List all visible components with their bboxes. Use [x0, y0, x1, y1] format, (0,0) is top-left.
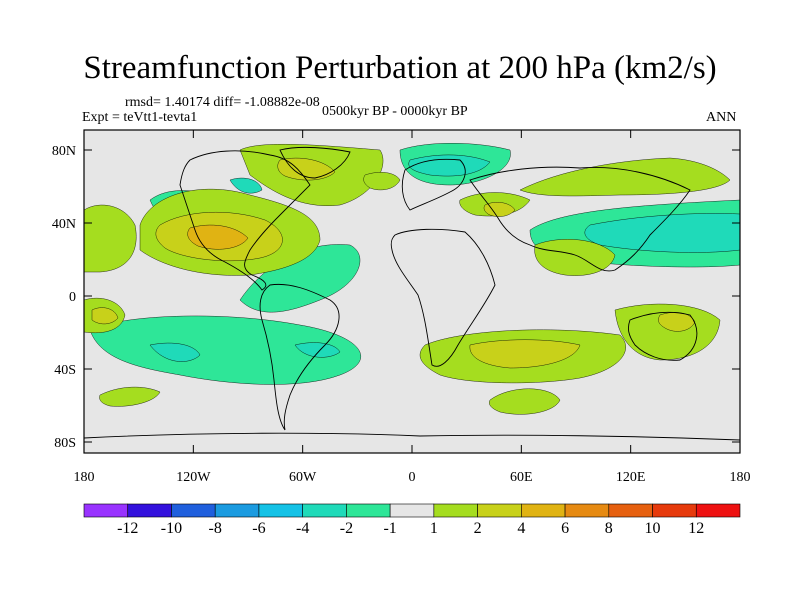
colorbar-label: 8 [605, 520, 613, 537]
lon-tick-label: 60E [510, 470, 533, 485]
colorbar-label: -6 [252, 520, 265, 537]
lon-tick-label: 180 [74, 470, 95, 485]
colorbar: -12 -10 -8 -6 -4 -2 -1 1 2 4 6 8 10 12 [83, 503, 741, 537]
longitude-axis: 180 120W 60W 0 60E 120E 180 [74, 130, 751, 485]
lat-tick-label: 40S [54, 363, 76, 378]
colorbar-label: -2 [340, 520, 353, 537]
colorbar-label: 1 [430, 520, 438, 537]
period-label: 0500kyr BP - 0000kyr BP [322, 104, 468, 119]
colorbar-label: 4 [517, 520, 525, 537]
colorbar-label: -1 [383, 520, 396, 537]
colorbar-swatch [433, 503, 478, 518]
colorbar-label: 6 [561, 520, 569, 537]
colorbar-label: 12 [688, 520, 704, 537]
contour-field [84, 130, 740, 453]
lat-tick-label: 40N [52, 217, 76, 232]
colorbar-swatch [608, 503, 653, 518]
lat-tick-label: 80S [54, 436, 76, 451]
lat-tick-label: 0 [69, 290, 76, 305]
colorbar-swatch [389, 503, 435, 518]
latitude-axis: 80N 40N 0 40S 80S [52, 144, 740, 451]
colorbar-swatch [695, 503, 741, 518]
experiment-label: Expt = teVtt1-tevta1 [82, 110, 198, 125]
map-title: Streamfunction Perturbation at 200 hPa (… [83, 50, 717, 86]
lon-tick-label: 180 [730, 470, 751, 485]
colorbar-swatch [171, 503, 216, 518]
lon-tick-label: 0 [409, 470, 416, 485]
colorbar-label: 2 [474, 520, 482, 537]
colorbar-label: -8 [209, 520, 222, 537]
lat-tick-label: 80N [52, 144, 76, 159]
colorbar-swatch [127, 503, 172, 518]
colorbar-swatch [83, 503, 129, 518]
colorbar-swatch [302, 503, 347, 518]
colorbar-swatch [346, 503, 391, 518]
colorbar-swatch [521, 503, 566, 518]
lon-tick-label: 120W [176, 470, 211, 485]
colorbar-swatch [652, 503, 697, 518]
colorbar-swatch [564, 503, 610, 518]
colorbar-swatch [477, 503, 522, 518]
lon-tick-label: 120E [616, 470, 646, 485]
colorbar-label: -12 [117, 520, 138, 537]
colorbar-label: 10 [645, 520, 661, 537]
coastlines [84, 146, 740, 441]
stats-label: rmsd= 1.40174 diff= -1.08882e-08 [125, 95, 320, 110]
colorbar-swatch [214, 503, 260, 518]
lon-tick-label: 60W [289, 470, 317, 485]
colorbar-label: -10 [161, 520, 182, 537]
season-label: ANN [706, 110, 737, 125]
colorbar-label: -4 [296, 520, 309, 537]
colorbar-swatch [258, 503, 303, 518]
